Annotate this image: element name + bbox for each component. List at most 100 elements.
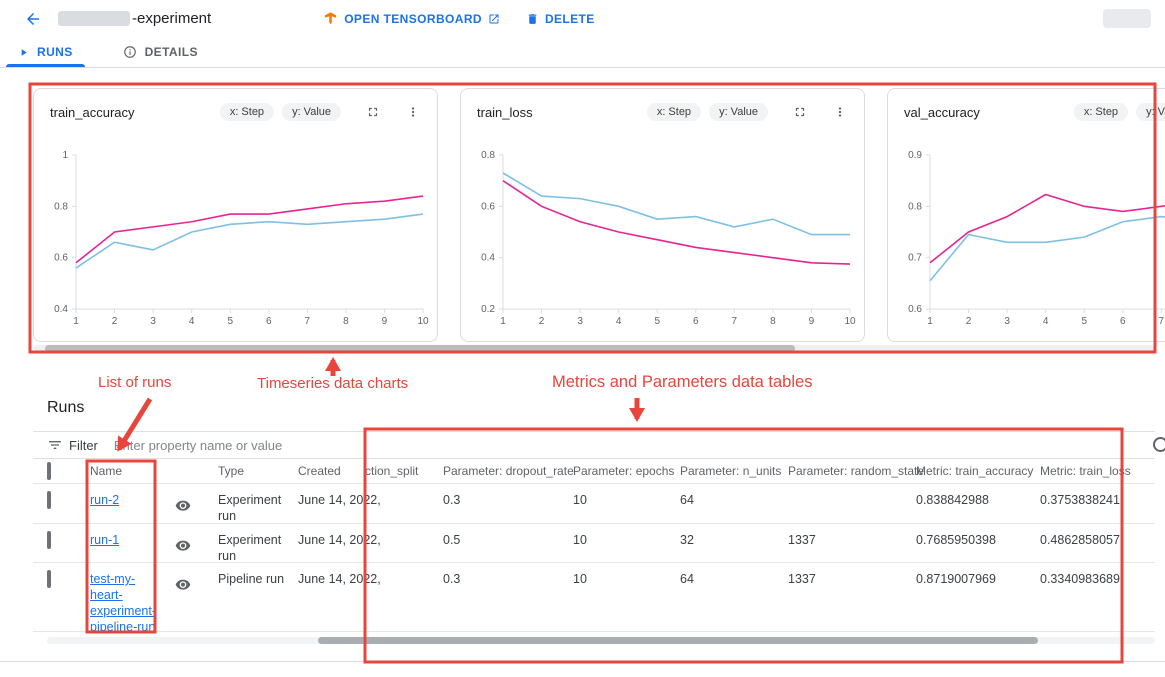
svg-text:6: 6 [266, 316, 272, 327]
column-header-name[interactable]: Name [90, 464, 123, 478]
column-header-dropout-rate[interactable]: Parameter: dropout_rate [443, 464, 574, 478]
column-header-n-units[interactable]: Parameter: n_units [680, 464, 782, 478]
charts-scrollbar-thumb[interactable] [45, 345, 795, 352]
chart-header: train_accuracy x: Step y: Value [34, 89, 437, 121]
x-axis-chip[interactable]: x: Step [219, 103, 275, 121]
svg-text:4: 4 [189, 316, 195, 327]
fullscreen-icon [368, 107, 378, 117]
column-header-type[interactable]: Type [218, 464, 245, 478]
fullscreen-button[interactable] [365, 104, 381, 120]
y-axis-chip[interactable]: y: Value [709, 103, 768, 121]
train-accuracy-chart: 0.4 0.6 0.8 1 1 2 3 4 5 6 7 8 9 10 [54, 150, 429, 327]
svg-text:1: 1 [500, 316, 506, 327]
run-name-link[interactable]: run-2 [90, 493, 120, 507]
table-row: run-2 Experiment run June 14, 2022, 0.3 … [33, 484, 1155, 524]
svg-text:5: 5 [1081, 316, 1087, 327]
kebab-menu-icon [411, 107, 415, 117]
run-type: Experiment run [218, 493, 282, 523]
run-train-accuracy: 0.838842988 [916, 493, 989, 507]
svg-text:0.8: 0.8 [481, 150, 495, 161]
svg-text:3: 3 [1004, 316, 1010, 327]
run-train-accuracy: 0.7685950398 [916, 533, 996, 547]
svg-text:5: 5 [654, 316, 660, 327]
run-epochs: 10 [573, 533, 587, 547]
column-header-random-state[interactable]: Parameter: random_state [788, 464, 925, 478]
chart-header: train_loss x: Step y: Value [461, 89, 864, 121]
svg-text:2: 2 [966, 316, 972, 327]
run-created: June 14, 2022, [298, 572, 381, 586]
select-all-checkbox[interactable] [47, 462, 51, 480]
run-prediction-split [365, 563, 443, 571]
filter-bar: Filter [33, 431, 1155, 459]
table-scrollbar-track[interactable] [47, 637, 1155, 644]
chart-card-train-accuracy: train_accuracy x: Step y: Value 0.4 0.6 0.… [33, 88, 438, 342]
column-options-icon[interactable] [1153, 437, 1165, 452]
external-link-icon [489, 14, 499, 23]
column-header-epochs[interactable]: Parameter: epochs [573, 464, 675, 478]
chart-title: val_accuracy [904, 104, 980, 120]
chart-menu-button[interactable] [405, 104, 421, 120]
run-dropout-rate: 0.3 [443, 572, 461, 586]
delete-label: DELETE [544, 11, 595, 26]
filter-button[interactable]: Filter [47, 437, 98, 453]
open-tensorboard-button[interactable]: OPEN TENSORBOARD [323, 11, 500, 26]
svg-text:8: 8 [770, 316, 776, 327]
run-name-link[interactable]: test-my-heart-experiment-pipeline-run [90, 572, 156, 634]
table-scrollbar-thumb[interactable] [318, 637, 1038, 644]
svg-text:1: 1 [62, 150, 68, 161]
svg-text:9: 9 [809, 316, 815, 327]
tab-details-label: DETAILS [144, 45, 198, 59]
runs-section-title: Runs [47, 399, 85, 416]
run-train-loss: 0.3753838241 [1040, 493, 1120, 507]
row-checkbox[interactable] [47, 491, 51, 509]
charts-scrollbar-track[interactable] [33, 345, 1155, 352]
run-created: June 14, 2022, [298, 493, 381, 507]
row-checkbox[interactable] [47, 531, 51, 549]
run-train-accuracy: 0.8719007969 [916, 572, 996, 586]
y-axis-chip[interactable]: y: Value [1136, 103, 1165, 121]
chart-card-val-accuracy: val_accuracy x: Step y: Value 0.6 0.7 0.8 0… [887, 88, 1165, 342]
val-accuracy-chart: 0.60.70.80.912345678910 [908, 150, 1165, 327]
run-random-state: 1337 [788, 572, 816, 586]
bottom-divider [0, 661, 1165, 662]
svg-text:10: 10 [844, 316, 856, 327]
svg-text:0.6: 0.6 [908, 304, 922, 315]
column-header-created[interactable]: Created [298, 464, 341, 478]
svg-text:9: 9 [382, 316, 388, 327]
svg-text:7: 7 [1159, 316, 1165, 327]
tab-runs[interactable]: RUNS [0, 37, 91, 67]
run-random-state: 1337 [788, 533, 816, 547]
column-header-prediction-split[interactable]: ction_split [365, 464, 419, 478]
visibility-eye-icon[interactable] [175, 579, 191, 591]
run-prediction-split [365, 484, 443, 492]
svg-text:2: 2 [112, 316, 118, 327]
delete-button[interactable]: DELETE [526, 12, 595, 26]
run-name-link[interactable]: run-1 [90, 533, 120, 547]
x-axis-chip[interactable]: x: Step [1073, 103, 1129, 121]
x-axis-chip[interactable]: x: Step [646, 103, 702, 121]
svg-text:1: 1 [927, 316, 933, 327]
tab-runs-label: RUNS [37, 45, 73, 59]
visibility-eye-icon[interactable] [175, 540, 191, 552]
svg-text:0.6: 0.6 [54, 253, 68, 264]
back-arrow-button[interactable] [24, 9, 44, 29]
annotation-label-list-of-runs: List of runs [98, 374, 172, 391]
fullscreen-icon [795, 107, 805, 117]
chart-menu-button[interactable] [832, 104, 848, 120]
svg-text:4: 4 [616, 316, 622, 327]
column-header-train-loss[interactable]: Metric: train_loss [1040, 464, 1131, 478]
filter-input[interactable] [113, 437, 474, 453]
tab-details[interactable]: DETAILS [105, 37, 216, 67]
row-checkbox[interactable] [47, 570, 51, 588]
y-axis-chip[interactable]: y: Value [282, 103, 341, 121]
trash-icon [528, 13, 537, 24]
run-type: Pipeline run [218, 572, 285, 586]
visibility-eye-icon[interactable] [175, 500, 191, 512]
run-created: June 14, 2022, [298, 533, 381, 547]
fullscreen-button[interactable] [792, 104, 808, 120]
column-header-train-accuracy[interactable]: Metric: train_accuracy [916, 464, 1034, 478]
chart-title: train_loss [477, 104, 533, 120]
open-tensorboard-label: OPEN TENSORBOARD [344, 11, 482, 26]
svg-text:0.6: 0.6 [481, 201, 495, 212]
redacted-header-control[interactable] [1103, 9, 1151, 28]
